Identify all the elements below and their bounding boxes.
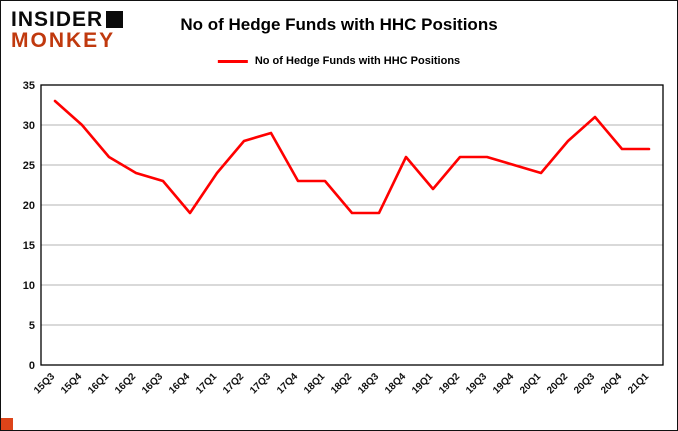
x-tick-label: 17Q2 bbox=[221, 371, 246, 396]
y-tick-label: 30 bbox=[23, 120, 35, 132]
y-tick-label: 20 bbox=[23, 200, 35, 212]
x-tick-label: 16Q1 bbox=[86, 371, 111, 396]
x-tick-label: 18Q2 bbox=[329, 371, 354, 396]
series-line bbox=[53, 99, 651, 215]
line-chart-area: 0 5 10 15 20 25 30 35 15Q3 15Q4 16Q1 16Q2 16Q3 16Q4 17… bbox=[1, 71, 677, 427]
x-tick-label: 17Q4 bbox=[275, 371, 300, 396]
legend-label: No of Hedge Funds with HHC Positions bbox=[254, 55, 461, 67]
x-tick-label: 16Q4 bbox=[167, 371, 192, 396]
y-tick-label: 35 bbox=[23, 80, 35, 92]
y-tick-label: 25 bbox=[23, 160, 35, 172]
legend-line-swatch bbox=[217, 59, 248, 63]
y-tick-label: 15 bbox=[23, 240, 35, 252]
x-tick-label: 15Q3 bbox=[32, 371, 57, 396]
x-tick-label: 18Q3 bbox=[356, 371, 381, 396]
x-tick-label: 15Q4 bbox=[59, 371, 84, 396]
y-tick-label: 10 bbox=[23, 280, 35, 292]
x-tick-label: 17Q1 bbox=[194, 371, 219, 396]
x-tick-label: 19Q4 bbox=[491, 371, 516, 396]
logo-line-insider: INSIDER bbox=[11, 8, 124, 31]
x-tick-label: 17Q3 bbox=[248, 371, 273, 396]
x-tick-label: 16Q2 bbox=[113, 371, 138, 396]
x-tick-label: 20Q1 bbox=[518, 371, 543, 396]
logo-text-insider: INSIDER bbox=[11, 8, 104, 31]
x-tick-label: 21Q1 bbox=[626, 371, 651, 396]
x-tick-label: 20Q2 bbox=[545, 371, 570, 396]
y-tick-label: 5 bbox=[29, 320, 35, 332]
x-tick-label: 19Q1 bbox=[410, 371, 435, 396]
x-tick-label: 20Q3 bbox=[572, 371, 597, 396]
logo-monkey-icon bbox=[106, 11, 124, 29]
logo-text-monkey: MONKEY bbox=[11, 29, 116, 53]
x-tick-label: 16Q3 bbox=[140, 371, 165, 396]
plot-border bbox=[40, 84, 664, 366]
x-tick-label: 18Q4 bbox=[383, 371, 408, 396]
x-tick-label: 19Q3 bbox=[464, 371, 489, 396]
y-tick-label: 0 bbox=[29, 360, 35, 372]
corner-brand-mark bbox=[1, 418, 13, 430]
x-tick-label: 19Q2 bbox=[437, 371, 462, 396]
x-tick-label: 20Q4 bbox=[599, 371, 624, 396]
chart-legend: No of Hedge Funds with HHC Positions bbox=[217, 55, 461, 67]
chart-title: No of Hedge Funds with HHC Positions bbox=[180, 15, 498, 34]
x-tick-label: 18Q1 bbox=[302, 371, 327, 396]
insider-monkey-logo: INSIDER MONKEY bbox=[11, 8, 124, 53]
